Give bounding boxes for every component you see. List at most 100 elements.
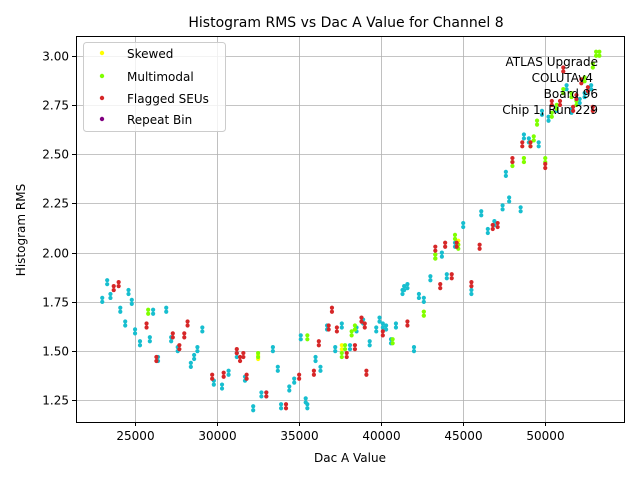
data-point-multimodal bbox=[352, 327, 358, 332]
data-point-regular bbox=[374, 329, 379, 334]
data-point-flagged-seus bbox=[283, 402, 289, 407]
data-point-regular bbox=[105, 282, 110, 287]
legend-label-flagged-seus: Flagged SEUs bbox=[127, 92, 209, 106]
data-point-regular bbox=[339, 325, 344, 330]
data-point-flagged-seus bbox=[237, 358, 243, 364]
data-point-regular bbox=[416, 295, 422, 301]
data-point-flagged-seus bbox=[177, 343, 182, 348]
data-point-regular bbox=[259, 394, 264, 399]
data-point-regular bbox=[147, 339, 152, 344]
data-point-flagged-seus bbox=[579, 81, 584, 86]
data-point-flagged-seus bbox=[241, 354, 246, 360]
y-tick-label: 2.25 bbox=[42, 197, 69, 211]
data-point-regular bbox=[421, 295, 426, 300]
y-tick-label: 1.50 bbox=[42, 345, 69, 359]
data-point-flagged-seus bbox=[244, 376, 249, 381]
data-point-flagged-seus bbox=[528, 144, 533, 149]
data-point-flagged-seus bbox=[359, 319, 364, 324]
data-point-flagged-seus bbox=[528, 140, 533, 145]
data-point-multimodal bbox=[554, 102, 559, 107]
data-point-multimodal bbox=[433, 256, 438, 261]
data-point-regular bbox=[380, 325, 385, 330]
data-point-flagged-seus bbox=[364, 368, 369, 373]
data-point-multimodal bbox=[433, 252, 438, 257]
data-point-flagged-seus bbox=[264, 394, 269, 399]
data-point-flagged-seus bbox=[579, 77, 584, 82]
legend-marker-multimodal bbox=[99, 73, 105, 79]
data-point-multimodal bbox=[534, 118, 540, 123]
data-point-regular bbox=[129, 297, 134, 302]
data-point-regular bbox=[192, 352, 197, 358]
data-point-skewed bbox=[339, 343, 344, 348]
data-point-multimodal bbox=[549, 114, 554, 119]
data-point-regular bbox=[503, 173, 508, 178]
data-point-flagged-seus bbox=[443, 244, 448, 249]
data-point-regular bbox=[226, 368, 231, 373]
data-point-regular bbox=[503, 169, 508, 174]
data-point-flagged-seus bbox=[316, 339, 321, 344]
data-point-flagged-seus bbox=[490, 222, 495, 228]
data-point-regular bbox=[195, 349, 200, 354]
data-point-regular bbox=[188, 360, 193, 365]
data-point-regular bbox=[577, 96, 582, 102]
data-point-flagged-seus bbox=[185, 319, 190, 324]
data-point-multimodal bbox=[352, 323, 358, 328]
data-point-regular bbox=[582, 94, 587, 100]
data-point-regular bbox=[485, 230, 490, 236]
data-point-flagged-seus bbox=[210, 376, 215, 381]
data-point-regular bbox=[416, 291, 422, 297]
data-point-regular bbox=[303, 396, 308, 401]
data-point-multimodal bbox=[146, 307, 151, 312]
data-point-multimodal bbox=[510, 163, 515, 169]
data-point-multimodal bbox=[390, 341, 395, 346]
data-point-flagged-seus bbox=[329, 309, 335, 314]
data-point-multimodal bbox=[594, 53, 599, 58]
data-point-multimodal bbox=[342, 347, 348, 352]
y-tick-label: 1.25 bbox=[42, 394, 69, 408]
data-point-flagged-seus bbox=[316, 343, 321, 348]
data-point-flagged-seus bbox=[144, 325, 149, 330]
data-point-regular bbox=[400, 291, 405, 297]
data-point-regular bbox=[251, 404, 256, 409]
legend-marker-repeat-bin bbox=[99, 116, 105, 122]
data-point-regular bbox=[151, 311, 156, 316]
data-point-flagged-seus bbox=[210, 372, 215, 377]
data-point-flagged-seus bbox=[359, 315, 364, 320]
data-point-multimodal bbox=[597, 53, 602, 58]
data-point-flagged-seus bbox=[380, 329, 385, 334]
data-point-flagged-seus bbox=[449, 276, 454, 281]
data-point-flagged-seus bbox=[571, 104, 576, 109]
data-point-multimodal bbox=[349, 329, 354, 334]
y-tick-label: 1.75 bbox=[42, 296, 69, 310]
data-point-regular bbox=[313, 358, 318, 364]
data-point-flagged-seus bbox=[520, 144, 525, 149]
data-point-regular bbox=[347, 347, 353, 352]
data-point-regular bbox=[339, 321, 344, 326]
data-point-regular bbox=[347, 343, 353, 348]
data-point-flagged-seus bbox=[344, 350, 349, 356]
data-point-flagged-seus bbox=[344, 354, 349, 360]
data-point-flagged-seus bbox=[177, 347, 182, 352]
data-point-flagged-seus bbox=[380, 333, 385, 338]
data-point-regular bbox=[226, 372, 231, 377]
data-point-regular bbox=[219, 386, 225, 391]
data-point-flagged-seus bbox=[352, 347, 358, 352]
data-point-regular bbox=[377, 319, 382, 324]
data-point-regular bbox=[188, 364, 193, 369]
data-point-regular bbox=[195, 345, 200, 350]
data-point-flagged-seus bbox=[469, 280, 474, 285]
data-point-multimodal bbox=[582, 75, 587, 80]
data-point-flagged-seus bbox=[574, 96, 579, 102]
data-point-regular bbox=[108, 291, 113, 297]
data-point-flagged-seus bbox=[449, 272, 454, 277]
x-tick-label: 45000 bbox=[444, 429, 482, 443]
data-point-flagged-seus bbox=[362, 321, 367, 326]
data-point-regular bbox=[589, 83, 594, 88]
data-point-flagged-seus bbox=[405, 319, 410, 324]
y-tick-label: 3.00 bbox=[42, 50, 69, 64]
data-point-regular bbox=[411, 349, 417, 354]
data-point-multimodal bbox=[452, 236, 458, 241]
data-point-regular bbox=[536, 140, 541, 145]
data-point-regular bbox=[305, 406, 310, 411]
data-point-multimodal bbox=[452, 232, 458, 237]
